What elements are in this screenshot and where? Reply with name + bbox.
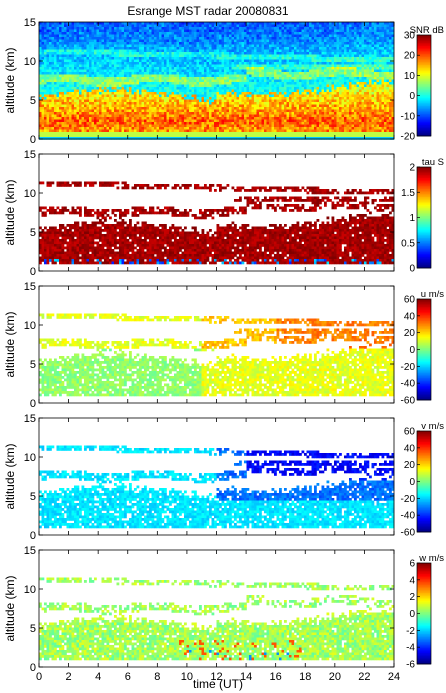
- colorbar-tick-w-0: -6: [406, 660, 415, 671]
- y-axis-label-snr: altitude (km): [3, 47, 17, 113]
- x-tick-label-1: 2: [66, 671, 72, 683]
- colorbar-label-w: w m/s: [418, 553, 444, 564]
- colorbar-tick-tau-4: 2: [409, 163, 415, 174]
- y-tick-label-tau-2: 10: [24, 188, 36, 200]
- y-axis-label-tau: altitude (km): [3, 179, 17, 245]
- x-tick-label-10: 20: [329, 671, 341, 683]
- colorbar-tick-u-6: 60: [404, 295, 416, 306]
- x-tick-label-11: 22: [358, 671, 370, 683]
- colorbar-tick-u-1: -40: [401, 379, 416, 390]
- y-tick-label-u-3: 15: [24, 281, 36, 293]
- colorbar-label-tau: tau S: [422, 157, 444, 168]
- colorbar-tick-w-1: -4: [406, 643, 415, 654]
- heatmap-u: [39, 313, 395, 397]
- colorbar-tick-u-3: 0: [409, 345, 415, 356]
- heatmap-v: [39, 445, 395, 529]
- x-tick-label-0: 0: [36, 671, 42, 683]
- y-tick-label-tau-0: 0: [30, 266, 36, 278]
- y-axis-label-w: altitude (km): [3, 575, 17, 641]
- x-tick-label-9: 18: [299, 671, 311, 683]
- heatmap-w: [39, 577, 395, 661]
- colorbar-tick-v-3: 0: [409, 477, 415, 488]
- colorbar-tick-w-3: 0: [409, 609, 415, 620]
- colorbar-tick-snr-0: -20: [401, 132, 416, 143]
- x-tick-label-3: 6: [125, 671, 131, 683]
- colorbar-label-u: u m/s: [421, 289, 444, 300]
- colorbar-tick-v-5: 40: [404, 443, 416, 454]
- colorbar-tick-w-4: 2: [409, 592, 415, 603]
- x-tick-label-5: 10: [181, 671, 193, 683]
- y-tick-label-tau-1: 5: [30, 227, 36, 239]
- panel-u: 0 5 10 15 altitude (km) -60 -40 -20 0 20 40 60 u m/s: [3, 281, 444, 410]
- colorbar-tick-w-2: -2: [406, 626, 415, 637]
- colorbar-tick-snr-2: 0: [409, 91, 415, 102]
- colorbar-u: -60 -40 -20 0 20 40 60 u m/s: [401, 289, 445, 407]
- y-tick-label-v-1: 5: [30, 491, 36, 503]
- y-tick-label-u-1: 5: [30, 359, 36, 371]
- colorbar-tick-tau-3: 1.5: [401, 188, 415, 199]
- y-axis-label-v: altitude (km): [3, 443, 17, 509]
- colorbar-tick-tau-1: 0.5: [401, 238, 415, 249]
- colorbar-tick-v-4: 20: [404, 460, 416, 471]
- y-tick-label-v-3: 15: [24, 413, 36, 425]
- y-tick-label-snr-1: 5: [30, 95, 36, 107]
- colorbar-tick-tau-2: 1: [409, 213, 415, 224]
- y-tick-label-snr-2: 10: [24, 56, 36, 68]
- y-tick-label-snr-0: 0: [30, 134, 36, 146]
- colorbar-tick-v-1: -40: [401, 511, 416, 522]
- x-tick-label-2: 4: [95, 671, 101, 683]
- x-tick-label-12: 24: [388, 671, 400, 683]
- colorbar-tick-w-5: 4: [409, 575, 415, 586]
- y-tick-label-tau-3: 15: [24, 149, 36, 161]
- y-tick-label-u-0: 0: [30, 398, 36, 410]
- colorbar-label-v: v m/s: [421, 421, 444, 432]
- y-tick-label-w-1: 5: [30, 623, 36, 635]
- chart-title: Esrange MST radar 20080831: [127, 4, 289, 18]
- y-tick-label-v-2: 10: [24, 452, 36, 464]
- colorbar-tick-snr-4: 20: [404, 51, 416, 62]
- y-tick-label-snr-3: 15: [24, 17, 36, 29]
- panel-tau: 0 5 10 15 altitude (km) 0 0.5 1 1.5 2 tau S: [3, 149, 444, 278]
- colorbar-frame-snr: [416, 34, 432, 137]
- heatmap-tau: [39, 181, 395, 265]
- colorbar-v: -60 -40 -20 0 20 40 60 v m/s: [401, 421, 445, 539]
- y-tick-label-w-3: 15: [24, 545, 36, 557]
- panel-v: 0 5 10 15 altitude (km) -60 -40 -20 0 20 40 60 v m/s: [3, 413, 444, 542]
- colorbar-label-snr: SNR dB: [410, 25, 444, 36]
- y-tick-label-w-2: 10: [24, 584, 36, 596]
- colorbar-tick-v-6: 60: [404, 427, 416, 438]
- y-tick-label-v-0: 0: [30, 530, 36, 542]
- colorbar-tick-v-2: -20: [401, 494, 416, 505]
- colorbar-tick-u-2: -20: [401, 362, 416, 373]
- colorbar-tick-snr-1: -10: [401, 111, 416, 122]
- colorbar-tau: 0 0.5 1 1.5 2 tau S: [401, 157, 444, 275]
- x-tick-label-8: 16: [270, 671, 282, 683]
- colorbar-tick-u-0: -60: [401, 396, 416, 407]
- x-tick-label-4: 8: [154, 671, 160, 683]
- colorbar-tick-snr-5: 30: [404, 31, 416, 42]
- colorbar-tick-u-5: 40: [404, 311, 416, 322]
- x-axis-label: time (UT): [193, 677, 243, 691]
- colorbar-tick-v-0: -60: [401, 528, 416, 539]
- heatmap-snr: [39, 22, 395, 140]
- colorbar-tick-snr-3: 10: [404, 71, 416, 82]
- y-axis-label-u: altitude (km): [3, 311, 17, 377]
- colorbar-tick-w-6: 6: [409, 559, 415, 570]
- y-tick-label-u-2: 10: [24, 320, 36, 332]
- colorbar-tick-u-4: 20: [404, 328, 416, 339]
- y-tick-label-w-0: 0: [30, 662, 36, 674]
- x-tick-label-6: 12: [210, 671, 222, 683]
- colorbar-tick-tau-0: 0: [409, 264, 415, 275]
- x-tick-label-7: 14: [240, 671, 252, 683]
- colorbar-w: -6 -4 -2 0 2 4 6 w m/s: [406, 553, 444, 671]
